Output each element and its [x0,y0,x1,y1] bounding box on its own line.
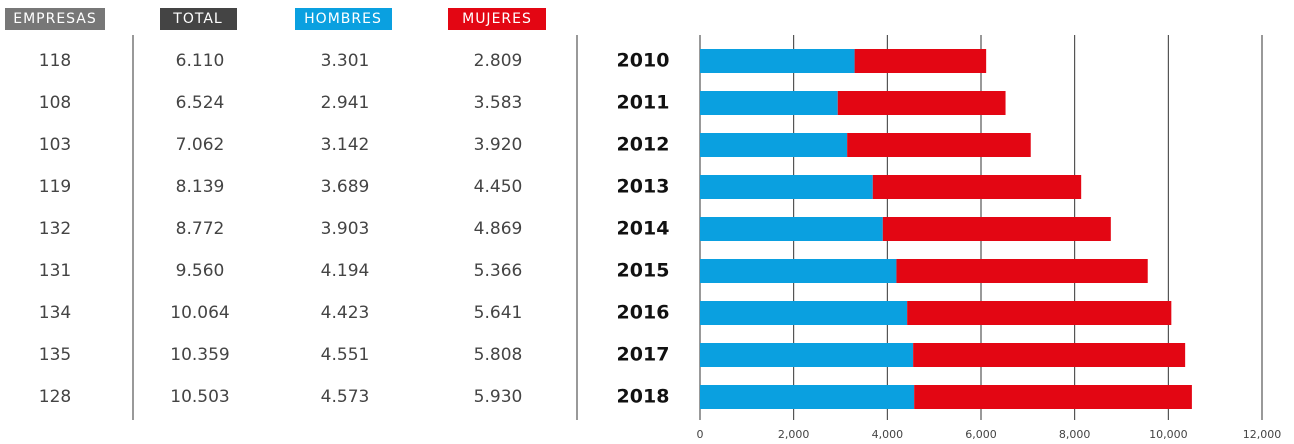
table-cell: 4.194 [321,261,370,281]
y-tick-label: 2014 [617,218,670,240]
table-cell: 10.064 [170,303,229,323]
bar [882,217,1111,241]
table-cell: 10.359 [170,345,229,365]
header: MUJERES [462,11,532,27]
x-tick-label: 6,000 [965,428,997,441]
table-cell: 6.110 [176,51,225,71]
table-cell: 4.450 [474,177,523,197]
bar [700,175,873,199]
y-tick-label: 2011 [617,92,670,114]
bar [913,343,1186,367]
y-tick-label: 2012 [617,134,670,156]
x-tick-label: 8,000 [1059,428,1091,441]
table-cell: 8.772 [176,219,225,239]
table-cell: 131 [39,261,71,281]
table-cell: 3.920 [474,135,523,155]
bar [847,133,1031,157]
table-cell: 5.366 [474,261,523,281]
table-cell: 4.869 [474,219,523,239]
table-cell: 134 [39,303,71,323]
bar [872,175,1082,199]
table-cell: 5.641 [474,303,523,323]
table-cell: 3.689 [321,177,370,197]
table-cell: 108 [39,93,71,113]
bar [914,385,1192,409]
y-tick-label: 2010 [617,50,670,72]
header: TOTAL [172,11,222,27]
table-cell: 3.903 [321,219,370,239]
header: HOMBRES [304,11,382,27]
table-cell: 9.560 [176,261,225,281]
bar [896,259,1148,283]
header-badge [448,8,546,30]
table-cell: 4.573 [321,387,370,407]
header: EMPRESAS [13,11,97,27]
bar [700,49,855,73]
table-cell: 3.142 [321,135,370,155]
table-cell: 2.809 [474,51,523,71]
table-cell: 10.503 [170,387,229,407]
bar [907,301,1172,325]
bar [700,133,848,157]
x-tick-label: 10,000 [1149,428,1188,441]
bar [700,217,883,241]
header-badge [160,8,237,30]
table-cell: 128 [39,387,71,407]
table-cell: 118 [39,51,71,71]
table-cell: 4.423 [321,303,370,323]
y-tick-label: 2018 [617,386,670,408]
table-cell: 119 [39,177,71,197]
y-tick-label: 2017 [617,344,670,366]
bar [837,91,1006,115]
table-cell: 5.930 [474,387,523,407]
header-badge [5,8,105,30]
bar [700,385,915,409]
table-cell: 103 [39,135,71,155]
x-tick-label: 12,000 [1243,428,1282,441]
x-tick-label: 4,000 [872,428,904,441]
table-cell: 8.139 [176,177,225,197]
bar [854,49,987,73]
table-cell: 3.301 [321,51,370,71]
table-cell: 3.583 [474,93,523,113]
table-cell: 7.062 [176,135,225,155]
table-cell: 2.941 [321,93,370,113]
x-tick-label: 0 [697,428,704,441]
y-tick-label: 2016 [617,302,670,324]
header-badge [295,8,392,30]
bar [700,259,897,283]
table-cell: 132 [39,219,71,239]
x-tick-label: 2,000 [778,428,810,441]
table-cell: 5.808 [474,345,523,365]
y-tick-label: 2015 [617,260,670,282]
y-tick-label: 2013 [617,176,670,198]
table-cell: 6.524 [176,93,225,113]
table-cell: 135 [39,345,71,365]
bar [700,91,838,115]
bar [700,301,908,325]
bar [700,343,914,367]
table-cell: 4.551 [321,345,370,365]
